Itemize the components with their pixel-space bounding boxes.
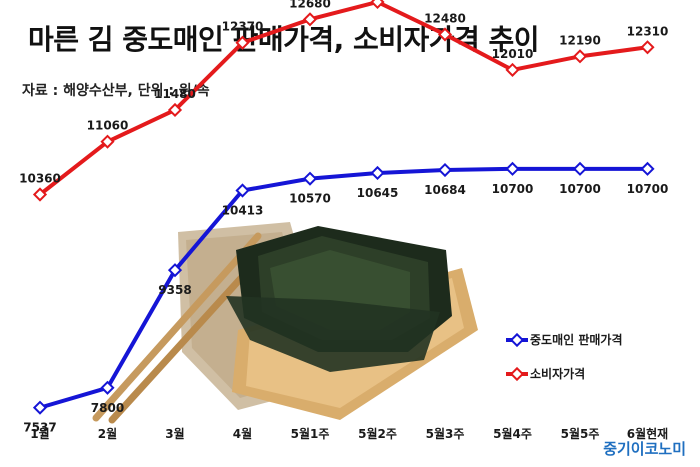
data-label: 10700 [492, 182, 534, 196]
x-tick-label: 6월현재 [627, 426, 668, 441]
data-point [100, 134, 115, 149]
legend-item: 중도매인 판매가격 [506, 332, 623, 348]
source-note: 자료 : 해양수산부, 단위 : 원/속 [22, 83, 210, 99]
data-point [32, 400, 48, 415]
data-point [100, 380, 115, 395]
x-tick-label: 4월 [233, 426, 252, 441]
legend-label: 중도매인 판매가격 [530, 332, 623, 347]
data-point [437, 27, 453, 42]
series-consumer-price: 1036011060114801237012680129101248012010… [19, 0, 669, 202]
x-tick-label: 5월4주 [493, 426, 532, 441]
data-point [437, 162, 453, 178]
data-point [572, 161, 588, 176]
x-tick-label: 3월 [165, 426, 184, 441]
data-label: 7537 [23, 421, 56, 435]
data-point [640, 40, 655, 55]
legend-marker [509, 366, 525, 382]
data-label: 12680 [289, 0, 331, 10]
data-label: 7800 [91, 401, 124, 415]
data-point [370, 0, 385, 10]
data-label: 12310 [627, 24, 669, 38]
x-tick-label: 5월5주 [561, 426, 600, 441]
data-point [32, 187, 48, 202]
data-point [505, 62, 520, 77]
x-tick-label: 5월3주 [426, 426, 465, 441]
legend-item: 소비자가격 [506, 366, 585, 382]
data-point [302, 12, 318, 27]
x-tick-label: 1월 [30, 426, 49, 441]
data-point [302, 171, 318, 186]
data-label: 11060 [87, 119, 129, 133]
data-label: 11480 [154, 87, 196, 101]
seaweed-photo-illustration [92, 222, 478, 424]
data-label: 10413 [222, 203, 264, 217]
data-point [640, 161, 655, 176]
data-label: 10684 [424, 183, 466, 197]
data-point [572, 49, 588, 64]
data-label: 12190 [559, 33, 601, 47]
data-label: 12370 [222, 20, 264, 34]
data-label: 10360 [19, 172, 61, 186]
series-line [39, 166, 648, 410]
series-wholesale-price: 7537 7800 9358 10413 10570 10645 10684 10700 107… [23, 161, 669, 435]
data-point [167, 102, 183, 118]
legend-label: 소비자가격 [530, 366, 585, 381]
data-label: 10570 [289, 192, 331, 206]
data-point [235, 183, 250, 198]
brand-logo-text: 중기이코노미 [603, 440, 686, 458]
data-label: 10700 [559, 182, 601, 196]
data-point [370, 165, 385, 181]
data-label: 12480 [424, 11, 466, 25]
data-label: 10700 [627, 182, 669, 196]
data-point [167, 263, 183, 278]
legend-marker [509, 332, 525, 348]
data-label: 12010 [492, 47, 534, 61]
data-label: 9358 [158, 283, 191, 297]
x-tick-label: 2월 [98, 426, 117, 441]
data-point [235, 35, 250, 50]
x-tick-label: 5월1주 [291, 426, 330, 441]
series-line [38, 0, 648, 197]
x-tick-label: 5월2주 [358, 426, 397, 441]
data-point [505, 161, 520, 176]
data-label: 10645 [357, 186, 399, 200]
